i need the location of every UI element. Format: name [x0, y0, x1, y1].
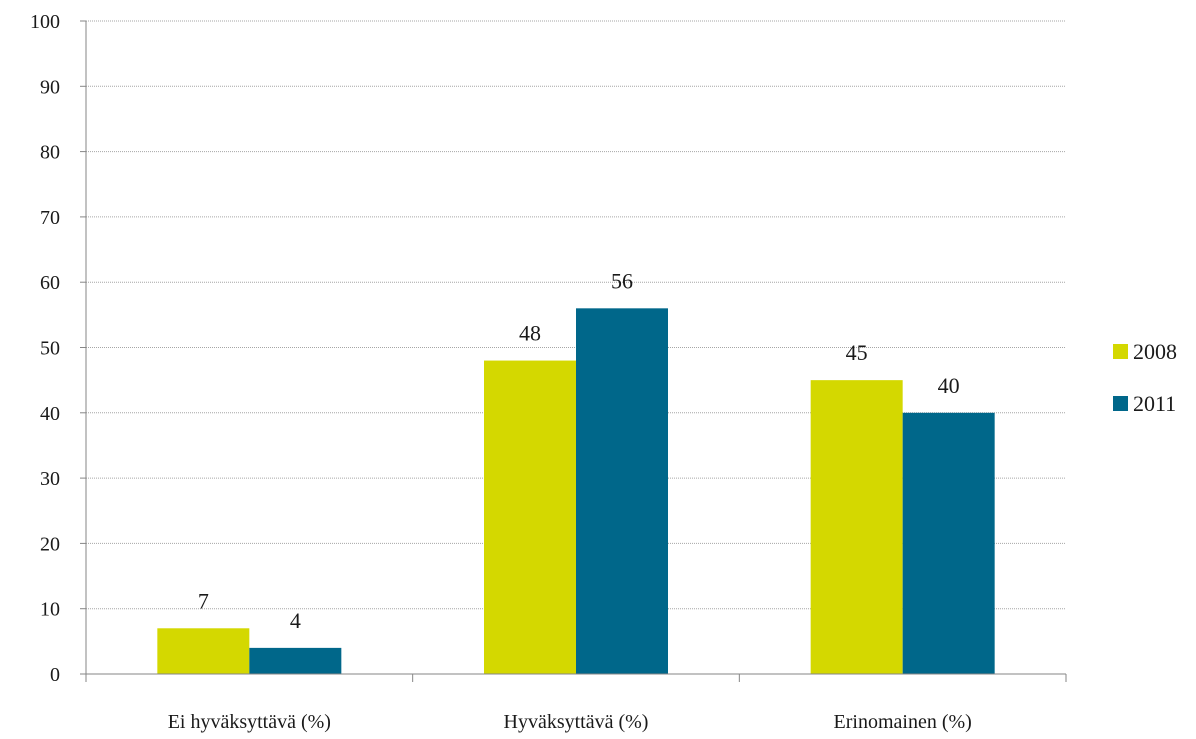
y-tick-label-100: 100: [30, 11, 60, 33]
bar-2011-0: [249, 647, 342, 674]
y-tick-label-50: 50: [40, 338, 60, 360]
x-tick-label-2: Erinomainen (%): [834, 711, 972, 733]
data-label-2011-2: 40: [938, 373, 960, 398]
y-axis-tick-labels: 0 10 20 30 40 50 60 70 80 90 100: [30, 11, 60, 686]
x-tick-label-1: Hyväksyttävä (%): [504, 711, 649, 733]
y-tick-label-30: 30: [40, 468, 60, 490]
x-axis-tick-labels: Ei hyväksyttävä (%) Hyväksyttävä (%) Erino…: [168, 711, 972, 733]
y-tick-label-60: 60: [40, 272, 60, 294]
axes: [80, 20, 1067, 682]
legend: 2008 2011: [1113, 339, 1177, 416]
legend-swatch-2008: [1113, 344, 1128, 359]
y-tick-label-80: 80: [40, 142, 60, 164]
data-label-2008-2: 45: [846, 340, 868, 365]
legend-label-2011: 2011: [1133, 391, 1176, 416]
bar-2008-0: [157, 628, 250, 674]
bars: [157, 308, 995, 674]
y-tick-label-90: 90: [40, 76, 60, 98]
bar-2008-2: [810, 380, 903, 674]
y-tick-label-10: 10: [40, 599, 60, 621]
data-label-2008-1: 48: [519, 321, 541, 346]
data-label-2011-0: 4: [290, 608, 301, 633]
x-tick-label-0: Ei hyväksyttävä (%): [168, 711, 331, 733]
bar-2011-1: [576, 308, 668, 674]
bar-2008-1: [484, 360, 576, 674]
bar-2011-2: [902, 412, 995, 674]
data-label-2011-1: 56: [611, 268, 633, 293]
data-labels: 7 4 48 56 45 40: [198, 268, 960, 633]
y-tick-label-70: 70: [40, 207, 60, 229]
y-tick-label-0: 0: [50, 664, 60, 686]
data-label-2008-0: 7: [198, 588, 209, 613]
y-tick-label-20: 20: [40, 533, 60, 555]
y-tick-label-40: 40: [40, 403, 60, 425]
legend-label-2008: 2008: [1133, 339, 1177, 364]
legend-swatch-2011: [1113, 396, 1128, 411]
